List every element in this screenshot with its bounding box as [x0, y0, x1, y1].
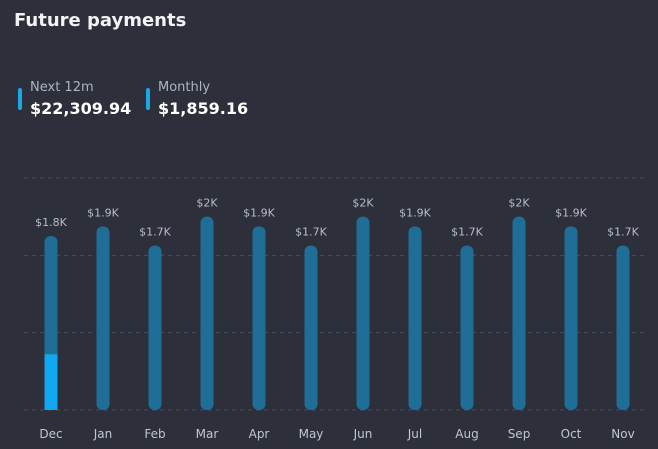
x-tick-label: Jul — [407, 427, 422, 441]
x-tick-label: Aug — [455, 427, 478, 441]
bar-paid-portion — [44, 354, 58, 410]
data-label: $1.9K — [87, 206, 119, 219]
bar-jun[interactable] — [356, 216, 370, 410]
bar-may[interactable] — [304, 245, 318, 410]
bar-jan[interactable] — [96, 226, 110, 410]
data-label: $1.7K — [451, 226, 483, 239]
bar-sep[interactable] — [512, 216, 526, 410]
stat-value: $22,309.94 — [30, 99, 132, 118]
data-label: $1.9K — [399, 206, 431, 219]
x-tick-label: Dec — [39, 427, 62, 441]
stat-value: $1,859.16 — [158, 99, 249, 118]
data-label: $1.9K — [243, 206, 275, 219]
x-tick-label: Sep — [508, 427, 531, 441]
x-tick-label: Oct — [561, 427, 582, 441]
x-tick-label: Feb — [144, 427, 165, 441]
data-label: $1.8K — [35, 216, 67, 229]
data-label: $1.7K — [607, 226, 639, 239]
stat-next-12m: Next 12m $22,309.94 — [18, 80, 131, 118]
stat-label: Next 12m — [30, 80, 94, 95]
x-tick-label: May — [299, 427, 324, 441]
data-label: $2K — [196, 197, 218, 210]
bar-apr[interactable] — [252, 226, 266, 410]
x-tick-label: Jun — [353, 427, 373, 441]
stat-accent-bar — [146, 88, 150, 110]
x-tick-label: Jan — [93, 427, 113, 441]
bar-nov[interactable] — [616, 245, 630, 410]
x-tick-label: Nov — [611, 427, 634, 441]
data-label: $2K — [508, 197, 530, 210]
bar-mar[interactable] — [200, 216, 214, 410]
data-label: $1.7K — [295, 226, 327, 239]
stat-accent-bar — [18, 88, 22, 110]
stat-label: Monthly — [158, 80, 211, 95]
bar-oct[interactable] — [564, 226, 578, 410]
stat-monthly: Monthly $1,859.16 — [146, 80, 248, 118]
data-label: $1.7K — [139, 226, 171, 239]
data-label: $1.9K — [555, 206, 587, 219]
x-tick-label: Mar — [196, 427, 219, 441]
x-tick-label: Apr — [249, 427, 270, 441]
bar-aug[interactable] — [460, 245, 474, 410]
page-title: Future payments — [14, 10, 187, 31]
bar-jul[interactable] — [408, 226, 422, 410]
data-label: $2K — [352, 197, 374, 210]
bar-feb[interactable] — [148, 245, 162, 410]
